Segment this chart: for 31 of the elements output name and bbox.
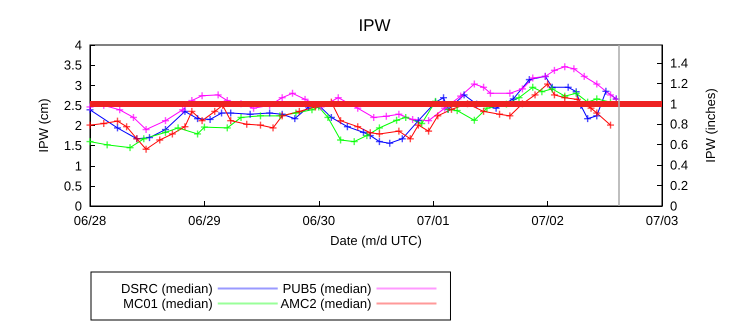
x-tick-label: 06/29	[188, 213, 221, 228]
y2-tick-label: 1	[670, 96, 678, 112]
y2-tick-label: 1.2	[670, 76, 688, 91]
x-axis-title: Date (m/d UTC)	[330, 233, 422, 248]
y-tick-label: 2	[74, 118, 82, 133]
y-tick-label: 4	[74, 38, 82, 52]
y-tick-label: 1	[74, 158, 82, 174]
y-axis-title: IPW (cm)	[36, 98, 51, 153]
x-tick-label: 07/03	[646, 213, 678, 228]
legend-label: PUB5 (median)	[282, 281, 372, 296]
y-tick-label: 2.5	[64, 98, 82, 113]
legend-label: AMC2 (median)	[280, 296, 372, 311]
x-tick-label: 07/02	[531, 213, 564, 228]
y2-tick-label: 0	[670, 198, 678, 214]
y-tick-label: 3	[74, 78, 82, 93]
y-tick-label: 0	[74, 198, 82, 214]
y-tick-label: 3.5	[64, 58, 82, 73]
y2-tick-label: 0.8	[670, 116, 688, 132]
y2-axis-title: IPW (inches)	[703, 88, 718, 163]
y2-tick-label: 1.4	[670, 55, 688, 70]
y-tick-label: 1.5	[64, 138, 82, 154]
y2-tick-label: 0.4	[670, 158, 688, 173]
y-tick-label: 0.5	[64, 178, 82, 194]
legend-label: DSRC (median)	[120, 281, 213, 296]
y2-tick-label: 0.2	[670, 178, 688, 194]
chart-title: IPW	[358, 16, 391, 35]
legend-label: MC01 (median)	[123, 296, 213, 311]
x-tick-label: 07/01	[416, 213, 450, 228]
y2-tick-label: 0.6	[670, 137, 688, 152]
x-tick-label: 06/30	[302, 213, 336, 228]
x-tick-label: 06/28	[74, 213, 106, 228]
